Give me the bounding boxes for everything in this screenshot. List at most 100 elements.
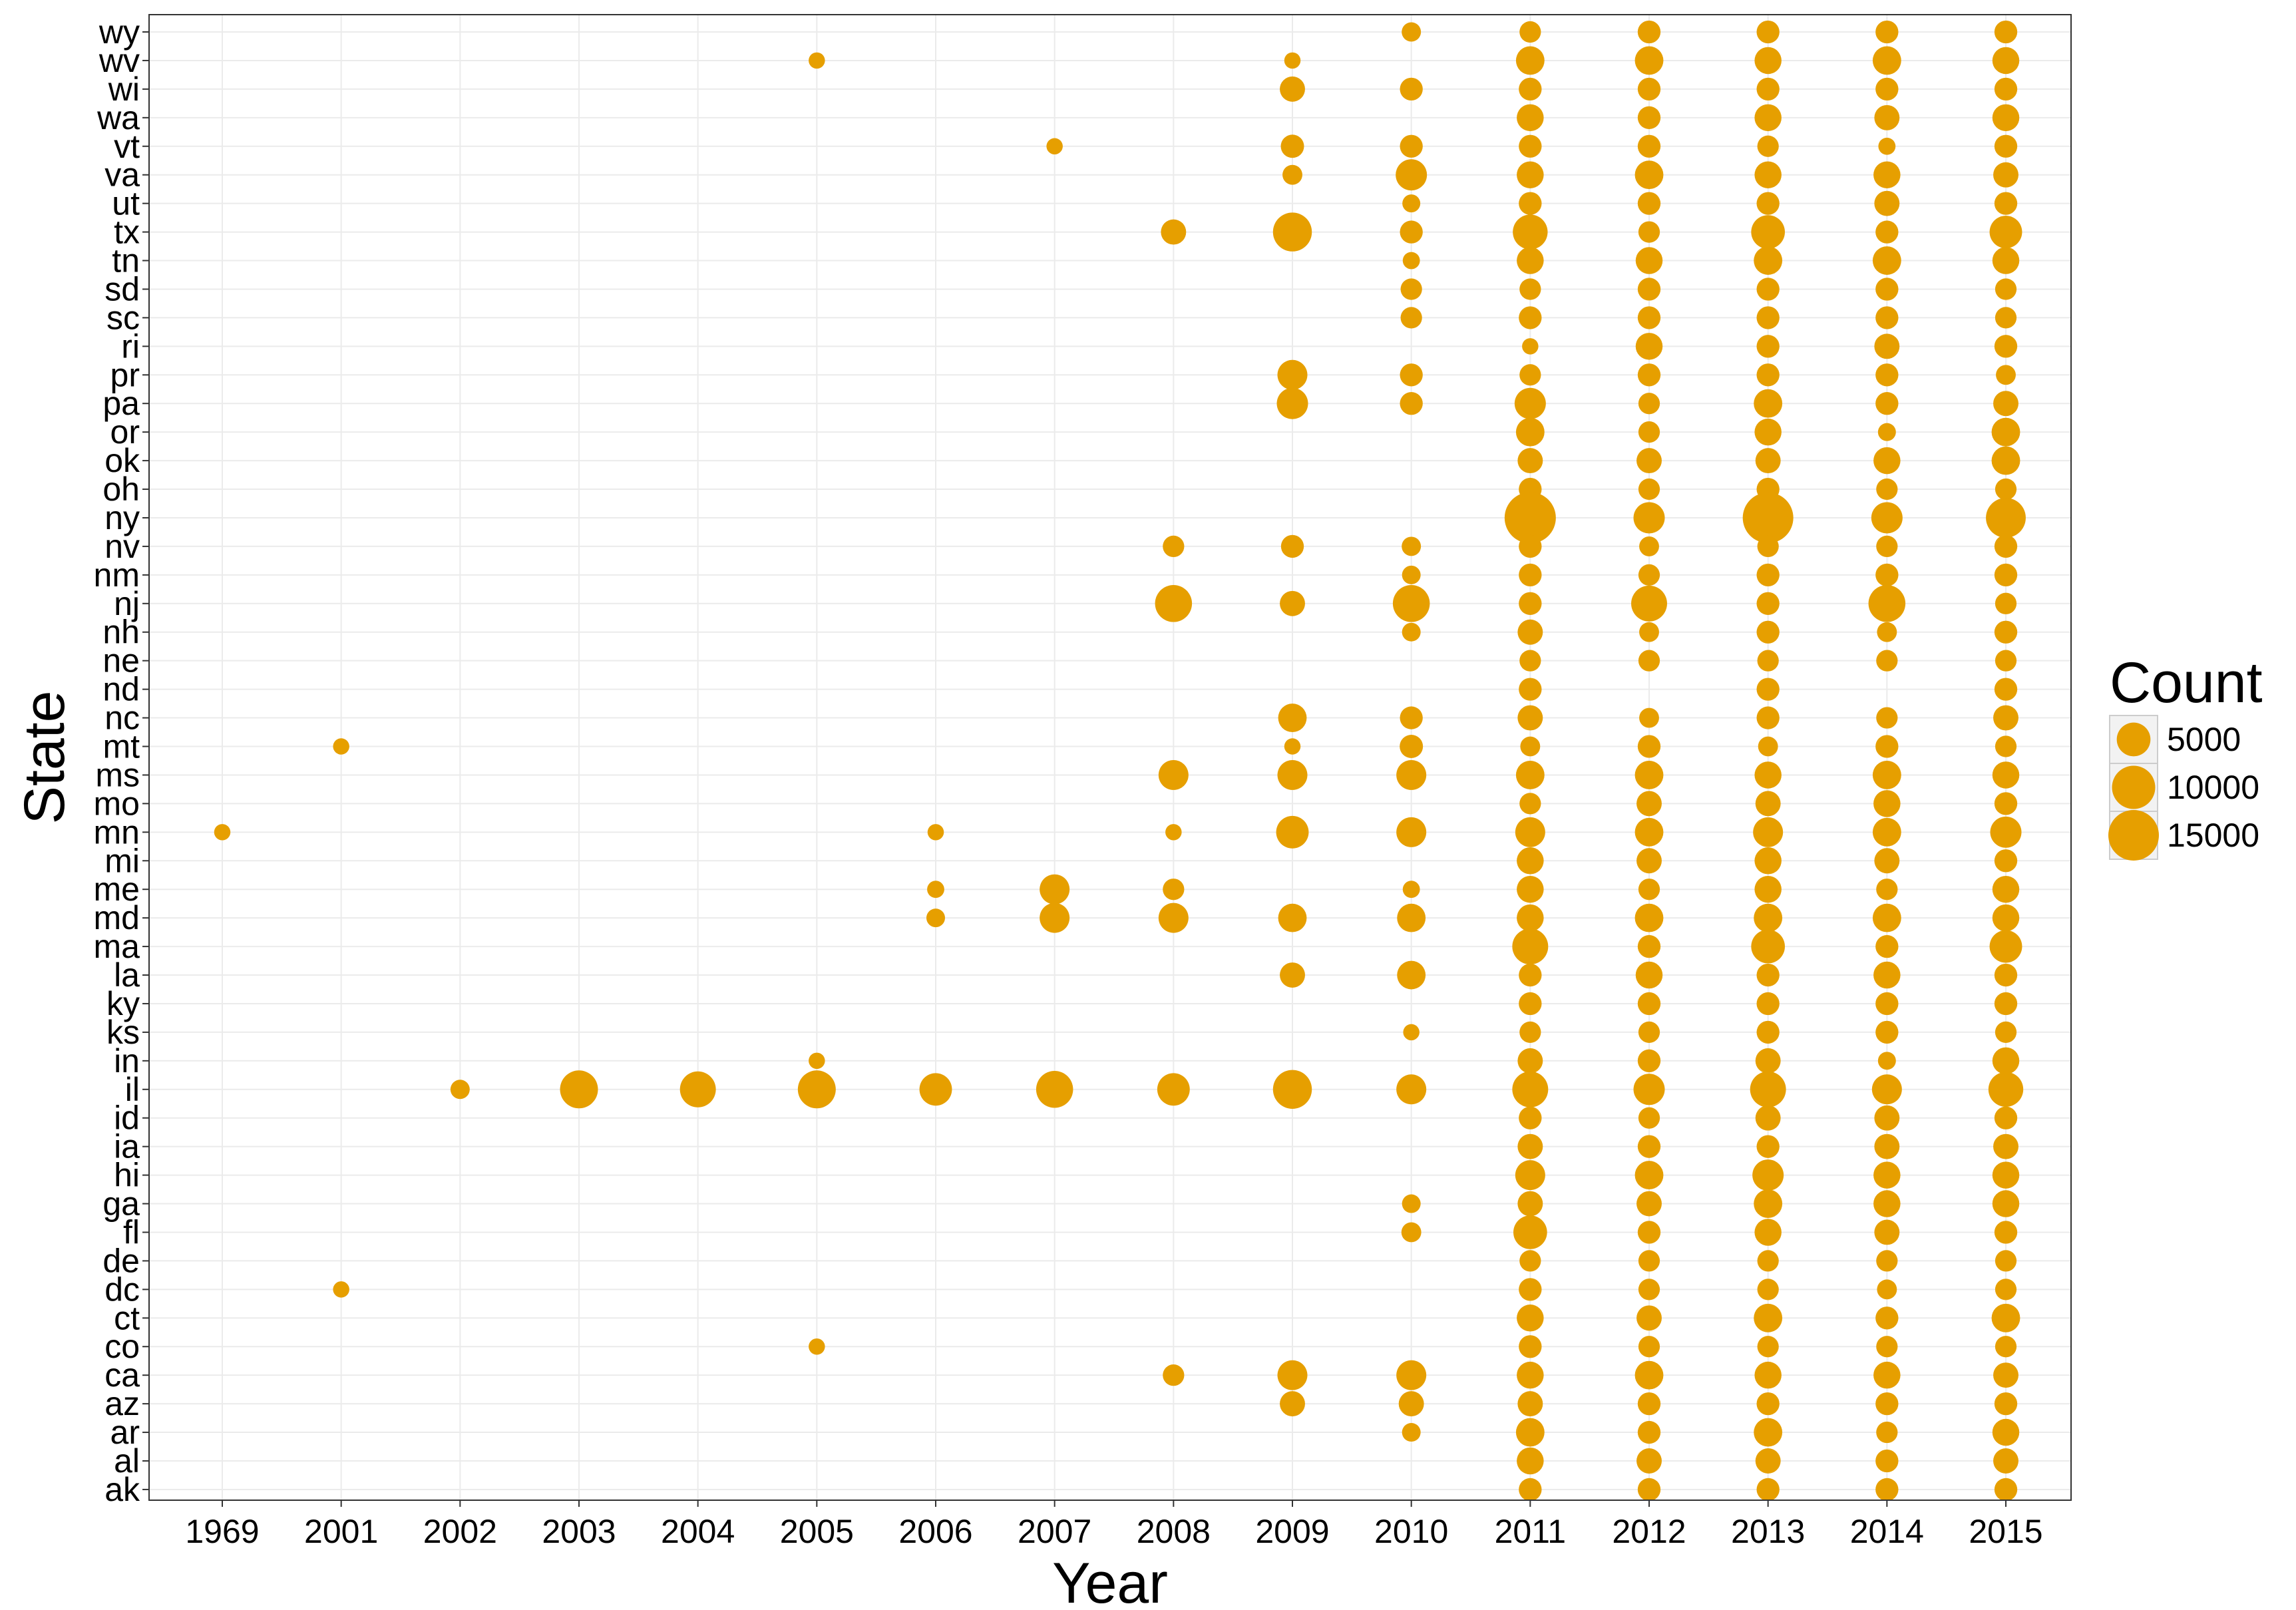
data-point bbox=[1992, 904, 2020, 932]
data-point bbox=[1994, 77, 2018, 101]
data-point bbox=[1040, 874, 1070, 905]
data-point bbox=[1396, 1074, 1427, 1105]
data-point bbox=[214, 824, 231, 841]
data-point bbox=[1392, 585, 1430, 622]
data-point bbox=[1519, 364, 1541, 386]
data-point bbox=[1402, 1194, 1421, 1213]
data-point bbox=[1996, 365, 2016, 385]
data-point bbox=[1876, 478, 1898, 501]
data-point bbox=[1638, 478, 1660, 501]
y-tick-label: vt bbox=[114, 128, 140, 165]
data-point bbox=[1754, 1189, 1783, 1218]
data-point bbox=[1994, 849, 2018, 873]
data-point bbox=[1874, 190, 1900, 216]
data-point bbox=[1754, 1219, 1782, 1246]
data-point bbox=[1873, 1161, 1901, 1189]
data-point bbox=[1639, 707, 1659, 728]
data-point bbox=[1522, 338, 1539, 355]
data-point bbox=[1875, 1449, 1899, 1473]
data-point bbox=[1994, 534, 2018, 558]
data-point bbox=[1872, 903, 1901, 932]
data-point bbox=[1400, 735, 1424, 758]
data-point bbox=[1872, 46, 1901, 75]
data-point bbox=[450, 1080, 470, 1100]
y-tick-label: tx bbox=[114, 214, 140, 251]
data-point bbox=[1504, 492, 1556, 544]
y-tick-label: wy bbox=[98, 13, 140, 51]
data-point bbox=[1284, 52, 1301, 69]
y-tick-label: oh bbox=[102, 471, 140, 508]
x-axis-title: Year bbox=[1052, 1551, 1168, 1607]
y-tick-label: nd bbox=[102, 671, 140, 708]
y-tick-label: me bbox=[94, 871, 140, 908]
data-point bbox=[1637, 1392, 1661, 1416]
x-tick-label: 2007 bbox=[1018, 1513, 1091, 1550]
data-point bbox=[1638, 879, 1660, 901]
data-point bbox=[1519, 77, 1542, 101]
data-point bbox=[1276, 815, 1309, 849]
data-point bbox=[1756, 1020, 1780, 1044]
data-point bbox=[1757, 1279, 1779, 1301]
y-tick-label: mt bbox=[102, 728, 140, 765]
data-point bbox=[1994, 192, 2018, 215]
data-point bbox=[1638, 1107, 1660, 1129]
y-tick-label: sd bbox=[104, 270, 140, 307]
data-point bbox=[1519, 650, 1541, 672]
data-point bbox=[1994, 1221, 2018, 1244]
y-tick-label: al bbox=[114, 1442, 140, 1480]
data-point bbox=[1272, 212, 1312, 252]
data-point bbox=[1874, 104, 1900, 130]
y-tick-label: hi bbox=[114, 1157, 140, 1194]
data-point bbox=[1633, 502, 1665, 534]
data-point bbox=[1637, 1221, 1661, 1244]
data-point bbox=[1874, 1219, 1900, 1245]
data-point bbox=[1519, 963, 1542, 987]
grid-lines bbox=[149, 15, 2071, 1500]
data-point bbox=[1519, 1278, 1542, 1301]
data-point bbox=[1995, 478, 2017, 501]
data-point bbox=[1877, 1279, 1897, 1300]
data-point bbox=[1995, 650, 2017, 672]
y-tick-label: or bbox=[110, 413, 140, 451]
data-point bbox=[1757, 1336, 1779, 1358]
data-point bbox=[1752, 1159, 1784, 1191]
data-point bbox=[1636, 448, 1662, 474]
data-point bbox=[1277, 759, 1308, 790]
data-point bbox=[1635, 247, 1663, 274]
data-point bbox=[1990, 816, 2022, 848]
y-tick-label: fl bbox=[123, 1213, 140, 1251]
data-point bbox=[1165, 824, 1182, 841]
data-point bbox=[1878, 137, 1896, 155]
data-point bbox=[1754, 875, 1782, 903]
data-point bbox=[1401, 1222, 1422, 1243]
legend-key-symbol bbox=[2116, 722, 2151, 757]
data-point bbox=[1040, 903, 1070, 933]
y-tick-label: de bbox=[102, 1242, 140, 1279]
data-point bbox=[1396, 1360, 1427, 1390]
data-point bbox=[1994, 1106, 2018, 1129]
data-point bbox=[1868, 585, 1906, 622]
data-point bbox=[1875, 1478, 1899, 1502]
y-tick-label: nv bbox=[104, 528, 140, 565]
data-point bbox=[1636, 1191, 1662, 1217]
data-point bbox=[1400, 392, 1423, 415]
data-point bbox=[1757, 535, 1779, 558]
data-point bbox=[1517, 448, 1543, 474]
data-point bbox=[1993, 705, 2018, 731]
data-point bbox=[1756, 706, 1780, 729]
data-point bbox=[809, 1052, 825, 1070]
x-tick-label: 2010 bbox=[1374, 1513, 1448, 1550]
data-point bbox=[1994, 1392, 2018, 1416]
data-point bbox=[1989, 930, 2022, 963]
data-point bbox=[1756, 20, 1780, 44]
data-point bbox=[1046, 138, 1063, 154]
data-point bbox=[1280, 534, 1304, 558]
data-point bbox=[1163, 879, 1185, 901]
data-point bbox=[1638, 650, 1660, 672]
data-point bbox=[1755, 1105, 1781, 1131]
x-tick-label: 1969 bbox=[185, 1513, 259, 1550]
data-point bbox=[1512, 1071, 1549, 1107]
data-point bbox=[1755, 448, 1781, 474]
y-tick-label: ks bbox=[106, 1014, 140, 1051]
y-tick-label: nj bbox=[114, 585, 140, 622]
